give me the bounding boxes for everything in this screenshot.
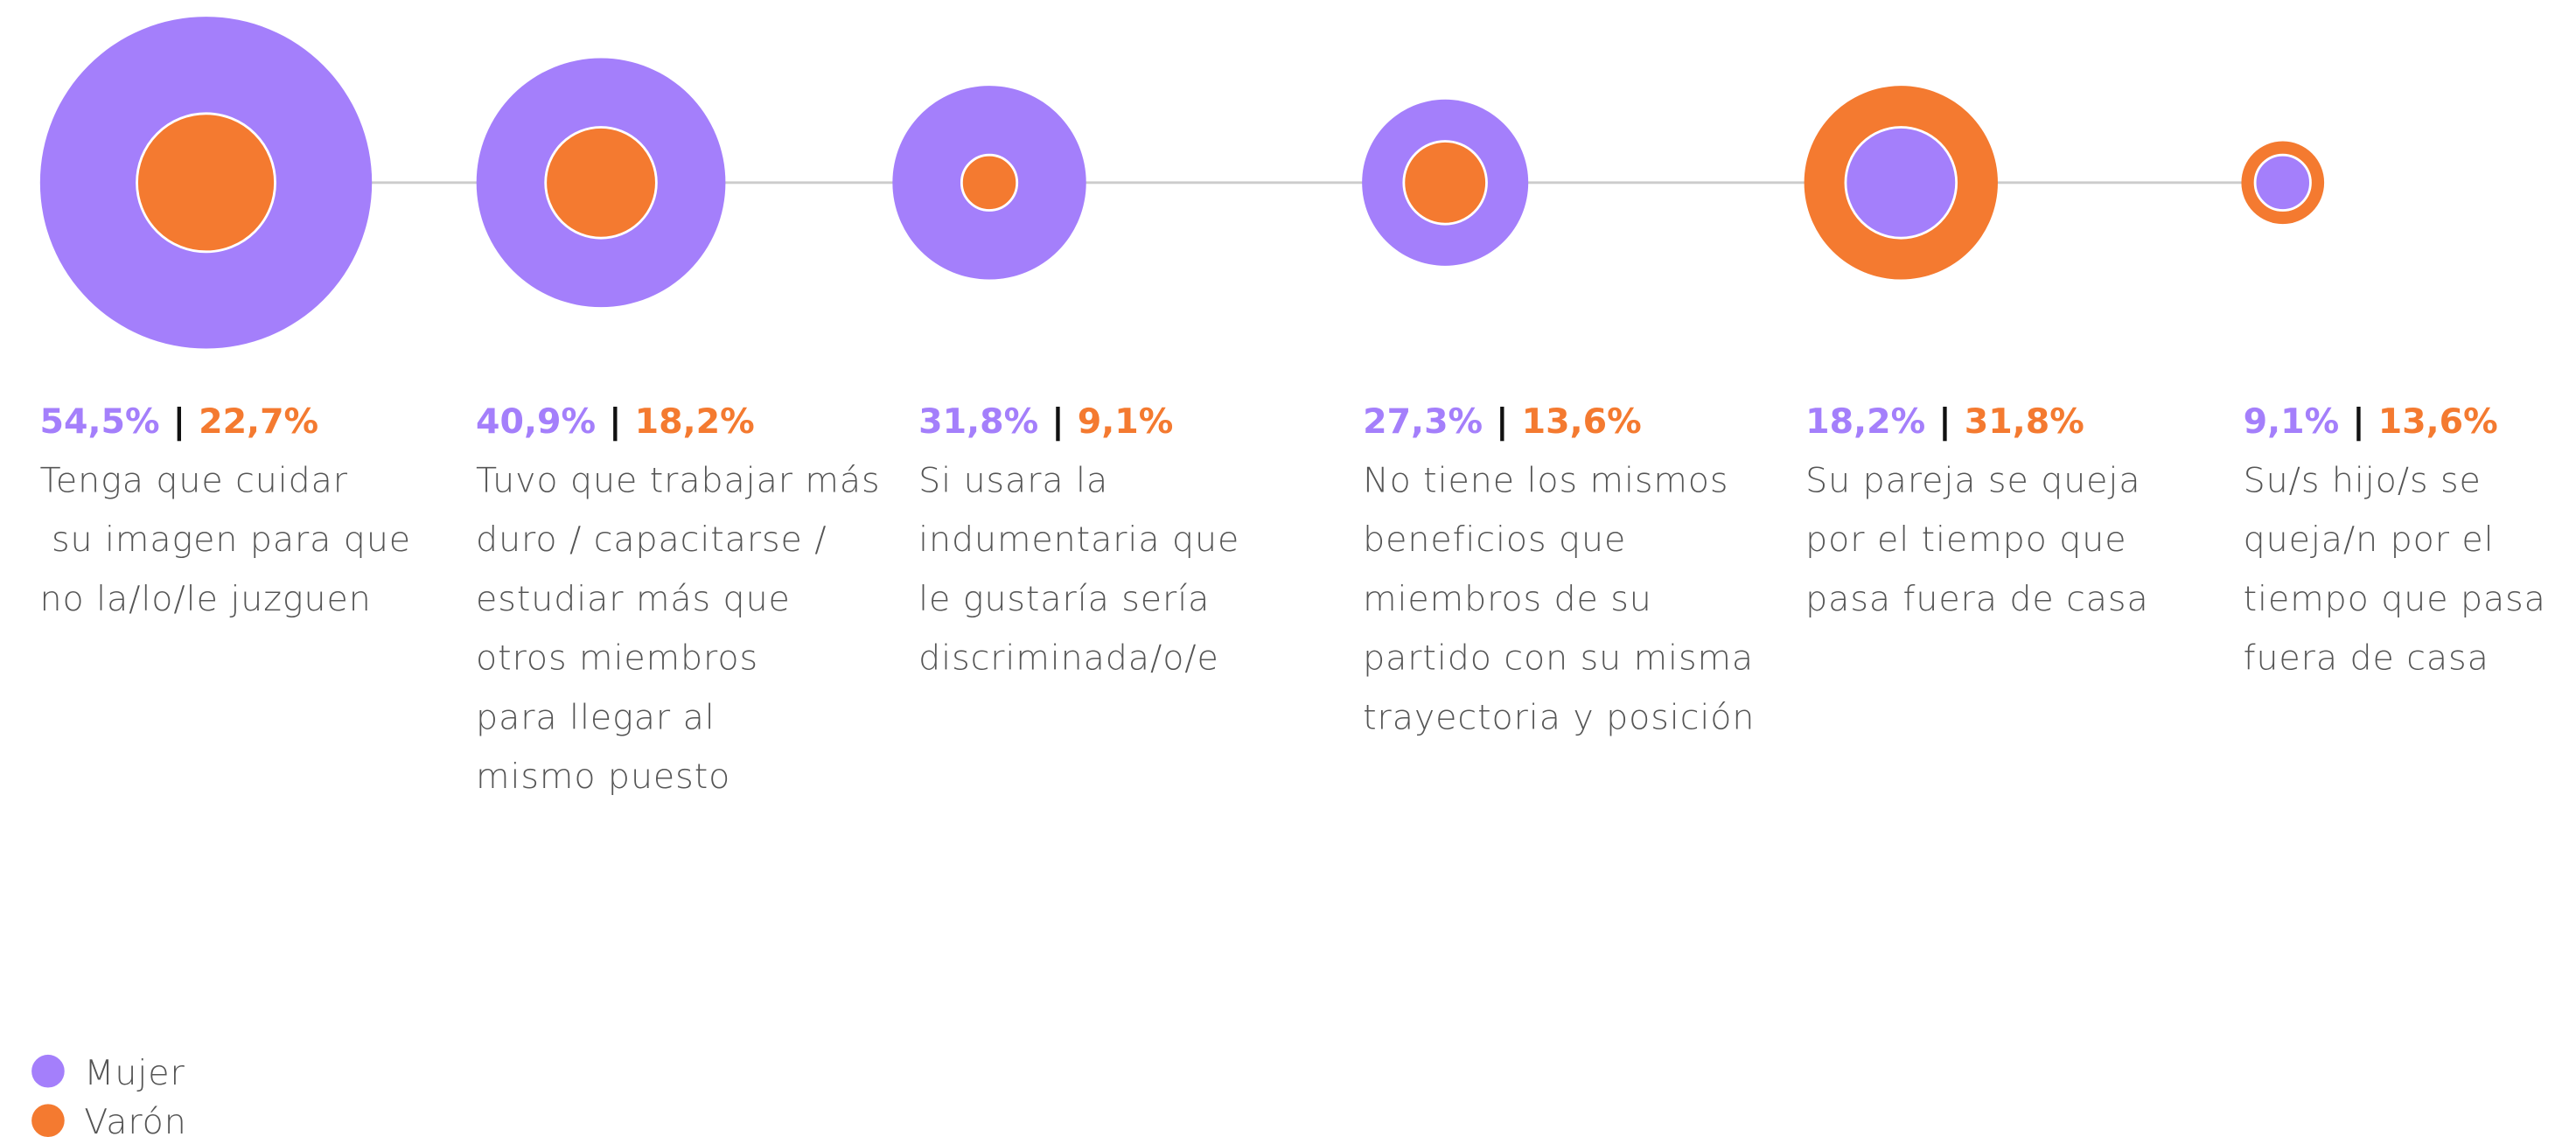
legend-swatch bbox=[31, 1054, 65, 1088]
category-label: Si usara la indumentaria que le gustaría s… bbox=[918, 461, 1239, 679]
category-line: por el tiempo que bbox=[1805, 520, 2126, 560]
value-label: 27,3% bbox=[1363, 401, 1483, 442]
value-label: 40,9% bbox=[476, 401, 596, 442]
category-line: beneficios que bbox=[1363, 520, 1626, 560]
value-label: 18,2% bbox=[635, 401, 755, 442]
bubble bbox=[960, 153, 1019, 212]
value-labels: 18,2% | 31,8% bbox=[1805, 401, 2084, 442]
legend-label: Varón bbox=[84, 1102, 186, 1137]
category-line: otros miembros bbox=[476, 638, 758, 679]
value-label: 9,1% bbox=[2244, 401, 2340, 442]
category-line: Su/s hijo/s se bbox=[2244, 461, 2482, 501]
category-label: Su pareja se queja por el tiempo que pasa … bbox=[1805, 461, 2148, 619]
category-label: Tuvo que trabajar más duro / capacitarse … bbox=[476, 461, 880, 798]
category-line: Si usara la bbox=[918, 461, 1108, 501]
category-line: partido con su misma bbox=[1363, 638, 1754, 679]
value-label: 31,8% bbox=[1965, 401, 2084, 442]
bubble bbox=[544, 126, 658, 240]
category-label: Su/s hijo/s se queja/n por el tiempo que p… bbox=[2244, 461, 2546, 679]
category-line: tiempo que pasa bbox=[2244, 579, 2546, 619]
value-labels: 54,5% | 22,7% bbox=[40, 401, 319, 442]
bubble bbox=[2253, 153, 2312, 212]
category-line: Su pareja se queja bbox=[1805, 461, 2140, 501]
value-label: 54,5% bbox=[40, 401, 160, 442]
value-label: 22,7% bbox=[199, 401, 318, 442]
category-line: le gustaría sería bbox=[918, 579, 1210, 619]
category-line: queja/n por el bbox=[2244, 520, 2495, 560]
value-label: 9,1% bbox=[1078, 401, 1174, 442]
category-line: Tenga que cuidar bbox=[40, 461, 348, 501]
separator: | bbox=[2352, 401, 2364, 442]
value-label: 13,6% bbox=[1522, 401, 1642, 442]
category-line: miembros de su bbox=[1363, 579, 1652, 619]
category-line: duro / capacitarse / bbox=[476, 520, 827, 560]
category-line: Tuvo que trabajar más bbox=[476, 461, 880, 501]
separator: | bbox=[173, 401, 185, 442]
separator: | bbox=[1938, 401, 1951, 442]
category-line: pasa fuera de casa bbox=[1805, 579, 2148, 619]
category-line: fuera de casa bbox=[2244, 638, 2489, 679]
legend-swatch bbox=[31, 1104, 65, 1137]
category-label: No tiene los mismos beneficios que miembro… bbox=[1363, 461, 1755, 738]
category-line: discriminada/o/e bbox=[918, 638, 1219, 679]
bubble bbox=[1402, 140, 1488, 226]
value-labels: 40,9% | 18,2% bbox=[476, 401, 755, 442]
separator: | bbox=[1496, 401, 1508, 442]
value-labels: 9,1% | 13,6% bbox=[2244, 401, 2498, 442]
value-labels: 27,3% | 13,6% bbox=[1363, 401, 1642, 442]
value-label: 13,6% bbox=[2378, 401, 2498, 442]
category-line: trayectoria y posición bbox=[1363, 697, 1755, 737]
category-line: su imagen para que bbox=[40, 520, 412, 560]
value-labels: 31,8% | 9,1% bbox=[918, 401, 1173, 442]
value-label: 31,8% bbox=[918, 401, 1038, 442]
bubble bbox=[1844, 126, 1958, 240]
separator: | bbox=[1051, 401, 1064, 442]
separator: | bbox=[609, 401, 621, 442]
category-line: No tiene los mismos bbox=[1363, 461, 1728, 501]
category-line: no la/lo/le juzguen bbox=[40, 579, 372, 619]
category-label: Tenga que cuidar su imagen para que no la… bbox=[40, 461, 412, 619]
bubble bbox=[136, 112, 276, 254]
category-line: estudiar más que bbox=[476, 579, 791, 619]
category-line: indumentaria que bbox=[918, 520, 1239, 560]
category-line: mismo puesto bbox=[476, 757, 730, 797]
legend-label: Mujer bbox=[84, 1053, 185, 1093]
value-label: 18,2% bbox=[1805, 401, 1925, 442]
category-line: para llegar al bbox=[476, 697, 716, 737]
